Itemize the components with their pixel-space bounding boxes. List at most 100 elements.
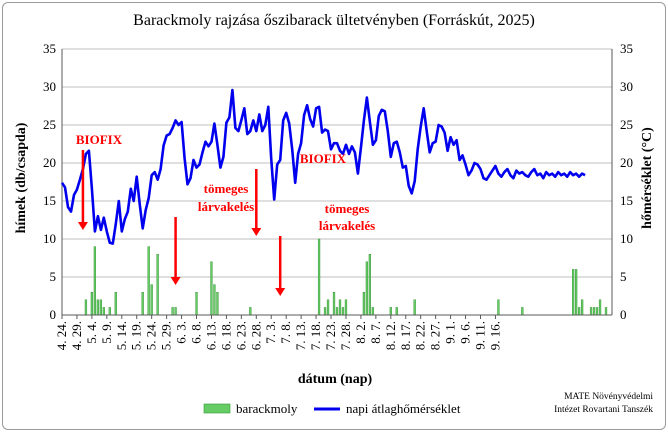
bar [368,253,372,316]
bar [521,307,524,316]
bar [497,299,500,316]
bar [108,307,111,316]
x-tick-label: 5. 24. [144,321,159,350]
bar [84,299,88,316]
bar [572,269,575,316]
y2-tick-label: 25 [620,117,633,132]
annotation-label: lárvakelés [198,199,254,214]
x-tick-label: 7. 3. [263,321,278,344]
x-tick-label: 7. 23. [323,321,338,350]
x-tick-label: 6. 18. [218,321,233,350]
bar [102,307,105,316]
x-tick-label: 4. 24. [54,321,69,350]
annotation-arrowhead [251,228,262,236]
legend-bar-swatch [203,403,231,414]
bar [604,307,608,316]
annotation-label: BIOFIX [300,151,347,166]
x-tick-label: 6. 23. [233,321,248,350]
y2-tick-label: 20 [620,155,633,170]
y2-tick-label: 15 [620,193,633,208]
bar [156,253,159,316]
legend-bar-label: barackmoly [236,401,298,416]
annotations: BIOFIX tömeges lárvakelés BIOFIX tömeges lárv… [76,132,375,296]
bar [93,246,97,316]
bar [96,299,99,316]
x-tick-label: 9. 11. [472,321,487,350]
annotation-arrowhead [170,277,181,285]
x-tick-label: 9. 16. [487,321,502,350]
x-tick-label: 8. 27. [428,321,443,350]
bar [150,284,153,316]
x-tick-label: 5. 29. [159,321,174,350]
y-tick-label: 30 [43,79,56,94]
bar [114,292,117,316]
bar [141,292,144,316]
bar [344,299,348,316]
chart-title: Barackmoly rajzása őszibarack ültetvényb… [133,12,535,29]
annotation-label: lárvakelés [319,218,375,233]
y-tick-label: 10 [43,231,56,246]
y-tick-label: 20 [43,155,56,170]
annotation-label: tömeges [325,201,370,216]
bar [338,299,342,316]
x-tick-label: 5. 14. [114,321,129,350]
bar [317,238,321,316]
legend-line-label: napi átlaghőmérséklet [346,401,461,416]
x-tick-label: 8. 12. [383,321,398,350]
y2-tick-label: 30 [620,79,633,94]
annotation-arrowhead [77,222,88,230]
y2-tick-label: 5 [620,269,627,284]
line-series [60,88,586,245]
bar [99,299,102,316]
x-tick-label: 7. 13. [293,321,308,350]
bar [335,307,339,316]
bar [362,292,366,316]
bar [595,307,599,316]
x-tick-label: 6. 3. [174,321,189,344]
x-tick-label: 9. 6. [458,321,473,344]
bar [216,292,219,316]
axes [61,49,613,316]
credit-line-2: Intézet Rovartani Tanszék [554,405,653,415]
bar [323,307,327,316]
bar [332,292,336,316]
annotation-label: tömeges [204,181,249,196]
annotation-label: BIOFIX [76,132,123,147]
y-axis-label: hímek (db/csapda) [14,122,29,233]
x-tick-label: 6. 28. [248,321,263,350]
x-tick-label: 6. 13. [203,321,218,350]
bar [147,246,150,316]
bar [171,307,174,316]
bar [413,299,416,316]
bar [577,307,581,316]
grid [62,48,612,278]
x-tick-label: 5. 19. [129,321,144,350]
x-tick-label: 7. 18. [308,321,323,350]
temperature-line [60,88,586,245]
y2-tick-label: 0 [620,307,627,322]
bar [589,307,593,316]
bar [326,299,330,316]
x-axis-label: dátum (nap) [298,372,373,387]
bar [195,292,198,316]
bar [389,307,392,316]
y-tick-label: 0 [50,307,57,322]
bar [90,292,94,316]
y2-tick-label: 10 [620,231,633,246]
bar [365,261,369,316]
y-tick-label: 5 [50,269,57,284]
bar [210,261,213,316]
x-tick-label: 6. 8. [189,321,204,344]
annotation-arrowhead [275,288,286,296]
y2-tick-label: 35 [620,41,633,56]
y-tick-label: 35 [43,41,56,56]
x-ticks: 4. 24. 4. 29. 5. 4. 5. 9. 5. 14. 5. 19. 5. 24.… [54,315,502,350]
credit-line-1: MATE Növényvédelmi [564,392,653,402]
bar [341,307,345,316]
bar [592,307,596,316]
x-tick-label: 8. 17. [398,321,413,350]
y2-axis-label: hőmérséklet (°C) [640,127,655,229]
y-tick-label: 15 [43,193,56,208]
x-tick-label: 8. 2. [353,321,368,344]
